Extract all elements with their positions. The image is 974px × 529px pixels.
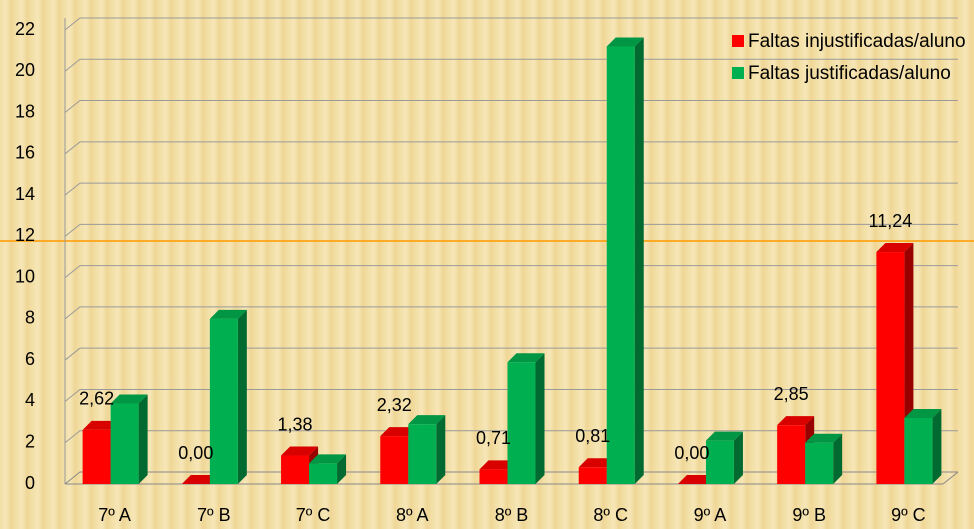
x-tick-label: 9º C <box>891 505 926 525</box>
bar-top <box>110 394 148 404</box>
y-tick-label: 4 <box>25 390 35 410</box>
legend-label: Faltas justificadas/aluno <box>748 63 951 84</box>
bar <box>705 440 734 484</box>
bar-side <box>833 433 843 484</box>
y-tick-label: 20 <box>15 60 35 80</box>
bar-top <box>904 408 942 418</box>
grid-line <box>64 347 958 361</box>
bar-side <box>535 353 545 484</box>
bar-top <box>209 309 247 319</box>
grid-line <box>64 306 958 320</box>
bar-side <box>237 309 247 484</box>
bar-top <box>578 458 616 468</box>
data-label: 0,00 <box>674 443 709 463</box>
y-tick-label: 18 <box>15 101 35 121</box>
x-tick-label: 9º A <box>694 505 727 525</box>
bar <box>110 403 139 484</box>
bar <box>281 455 310 484</box>
x-tick-label: 7º C <box>296 505 331 525</box>
bar <box>876 252 905 484</box>
grid-line <box>64 430 958 444</box>
bar <box>479 469 508 484</box>
legend-swatch <box>732 35 744 47</box>
bar-top <box>507 353 545 363</box>
grid-line <box>64 471 958 485</box>
bar-side <box>932 408 942 484</box>
grid-line <box>64 388 958 402</box>
bar-top <box>705 431 743 441</box>
x-tick-label: 7º B <box>197 505 231 525</box>
grid-line <box>64 100 958 113</box>
data-label: 11,24 <box>869 211 913 231</box>
grid-line <box>64 265 958 279</box>
bar <box>904 417 933 484</box>
y-tick-label: 0 <box>25 473 35 493</box>
bar <box>209 318 238 484</box>
bar <box>507 362 536 484</box>
bar <box>578 467 607 484</box>
data-label: 0,00 <box>178 443 213 463</box>
x-tick-label: 8º A <box>396 505 429 525</box>
legend-swatch <box>732 67 744 79</box>
grid-line <box>64 58 958 72</box>
bar <box>805 442 834 484</box>
legend: Faltas injustificadas/aluno Faltas justif… <box>718 28 974 92</box>
bar-top <box>380 427 418 437</box>
legend-label: Faltas injustificadas/aluno <box>748 31 966 52</box>
legend-item: Faltas justificadas/aluno <box>718 60 974 88</box>
y-tick-label: 10 <box>15 266 35 286</box>
bar-side <box>733 431 743 484</box>
bar-top <box>82 420 120 430</box>
bar-side <box>138 394 148 484</box>
bar-top <box>479 460 517 470</box>
bar <box>380 436 409 484</box>
grid-line <box>64 223 958 237</box>
data-label: 2,62 <box>79 389 114 409</box>
data-label: 0,81 <box>575 426 610 446</box>
bar-top <box>677 475 715 484</box>
bar-top <box>408 415 446 425</box>
y-tick-label: 14 <box>15 184 35 204</box>
grid-line <box>64 17 958 31</box>
bar-top <box>777 416 815 426</box>
bar-side <box>436 415 446 484</box>
bar <box>408 424 437 484</box>
y-tick-label: 6 <box>25 349 35 369</box>
bar <box>82 429 111 484</box>
bar-top <box>606 37 644 47</box>
data-label: 2,32 <box>377 395 412 415</box>
x-tick-label: 9º B <box>792 505 826 525</box>
legend-item: Faltas injustificadas/aluno <box>718 28 974 56</box>
floor-edge <box>942 471 959 485</box>
data-label: 0,71 <box>476 428 511 448</box>
bar <box>309 463 338 484</box>
x-tick-label: 7º A <box>98 505 131 525</box>
bar-top <box>281 446 319 456</box>
y-tick-label: 12 <box>15 225 35 245</box>
y-tick-label: 2 <box>25 431 35 451</box>
bar-top <box>805 433 843 443</box>
bar <box>777 425 806 484</box>
y-tick-label: 22 <box>15 19 35 39</box>
bar-side <box>337 454 347 484</box>
x-tick-label: 8º C <box>593 505 628 525</box>
grid-line <box>64 141 958 155</box>
grid-line <box>64 182 958 196</box>
bar-top <box>181 475 219 484</box>
y-tick-label: 8 <box>25 308 35 328</box>
bar-side <box>634 37 644 484</box>
bar <box>606 46 635 484</box>
bar-top <box>876 243 914 253</box>
data-label: 2,85 <box>774 384 809 404</box>
x-tick-label: 8º B <box>495 505 529 525</box>
y-tick-label: 16 <box>15 143 35 163</box>
data-label: 1,38 <box>278 414 313 434</box>
bar-top <box>309 454 347 464</box>
